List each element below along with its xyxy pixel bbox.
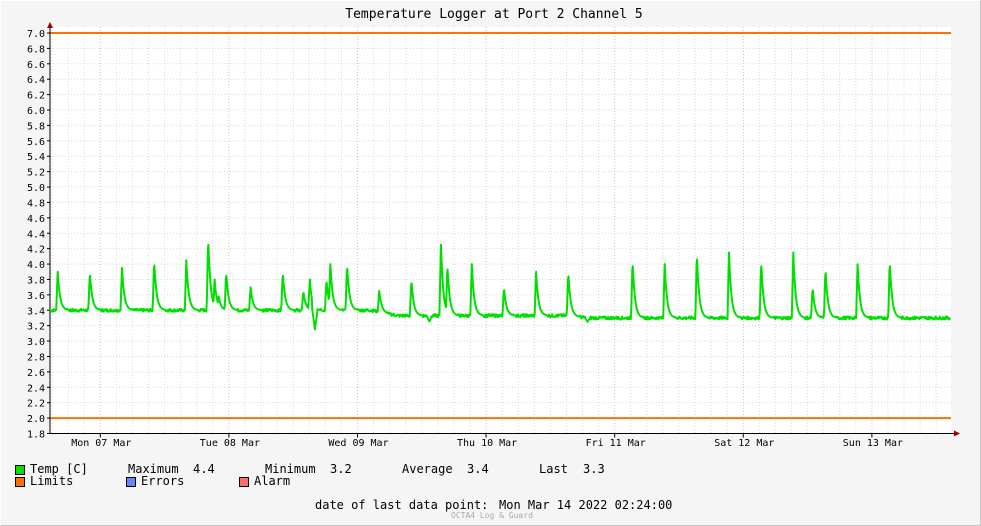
y-tick-label: 7.0 [27, 29, 45, 40]
y-tick-label: 5.8 [27, 121, 45, 132]
y-tick-label: 5.2 [27, 168, 45, 179]
legend-temp-label: Temp [C] [30, 462, 88, 476]
x-tick-label: Mon 07 Mar [71, 438, 131, 449]
last-data-label: date of last data point: [315, 498, 489, 512]
y-tick-label: 3.6 [27, 291, 45, 302]
y-tick-label: 6.4 [27, 75, 45, 86]
y-tick-label: 6.6 [27, 60, 45, 71]
y-axis-arrow [47, 22, 53, 28]
y-tick-label: 3.2 [27, 322, 45, 333]
plot-background [50, 27, 951, 434]
stat-minimum-value: 3.2 [330, 462, 352, 476]
plot-area: 1.8 2.0 2.2 2.4 2.6 2.8 3.0 3.2 3.4 3.6 3.8 4.0 4.2 4… [27, 22, 960, 449]
stat-average-label: Average [402, 462, 453, 476]
y-tick-label: 6.0 [27, 106, 45, 117]
x-tick-label: Fri 11 Mar [586, 438, 646, 449]
legend-errors-label: Errors [141, 474, 185, 488]
stat-last-label: Last [539, 462, 568, 476]
y-tick-label: 5.4 [27, 152, 45, 163]
y-tick-label: 2.4 [27, 383, 45, 394]
y-tick-label: 5.0 [27, 183, 45, 194]
legend-limits-label: Limits [30, 474, 74, 488]
stat-maximum-label: Maximum [128, 462, 179, 476]
stat-maximum-value: 4.4 [193, 462, 215, 476]
stat-average-value: 3.4 [467, 462, 489, 476]
x-tick-label: Sat 12 Mar [714, 438, 774, 449]
series-line-temp [49, 243, 951, 331]
y-tick-label: 4.4 [27, 229, 45, 240]
y-tick-label: 3.0 [27, 337, 45, 348]
legend-alarm-label: Alarm [254, 474, 291, 488]
chart-title: Temperature Logger at Port 2 Channel 5 [345, 7, 642, 22]
y-tick-label: 6.2 [27, 91, 45, 102]
y-tick-label: 3.8 [27, 275, 45, 286]
watermark: OCTA4 Log & Guard [451, 511, 533, 520]
y-tick-label: 4.6 [27, 214, 45, 225]
x-tick-label: Thu 10 Mar [457, 438, 517, 449]
y-tick-label: 2.0 [27, 414, 45, 425]
y-tick-label: 4.8 [27, 198, 45, 209]
legend-errors-swatch [126, 477, 136, 487]
y-tick-label: 1.8 [27, 430, 45, 441]
y-tick-label: 2.2 [27, 399, 45, 410]
y-tick-label: 4.2 [27, 245, 45, 256]
legend-alarm-swatch [239, 477, 249, 487]
y-tick-label: 2.8 [27, 352, 45, 363]
y-tick-label: 6.8 [27, 44, 45, 55]
legend-temp-swatch [15, 465, 25, 475]
stat-last-value: 3.3 [583, 462, 605, 476]
x-axis-arrow [954, 430, 960, 437]
y-tick-label: 3.4 [27, 306, 45, 317]
legend-limits-swatch [15, 477, 25, 487]
x-tick-label: Sun 13 Mar [843, 438, 903, 449]
stat-minimum-label: Minimum [265, 462, 316, 476]
x-tick-label: Wed 09 Mar [328, 438, 388, 449]
y-tick-label: 4.0 [27, 260, 45, 271]
x-tick-label: Tue 08 Mar [200, 438, 260, 449]
y-tick-label: 2.6 [27, 368, 45, 379]
last-data-value: Mon Mar 14 2022 02:24:00 [499, 498, 673, 512]
y-tick-label: 5.6 [27, 137, 45, 148]
